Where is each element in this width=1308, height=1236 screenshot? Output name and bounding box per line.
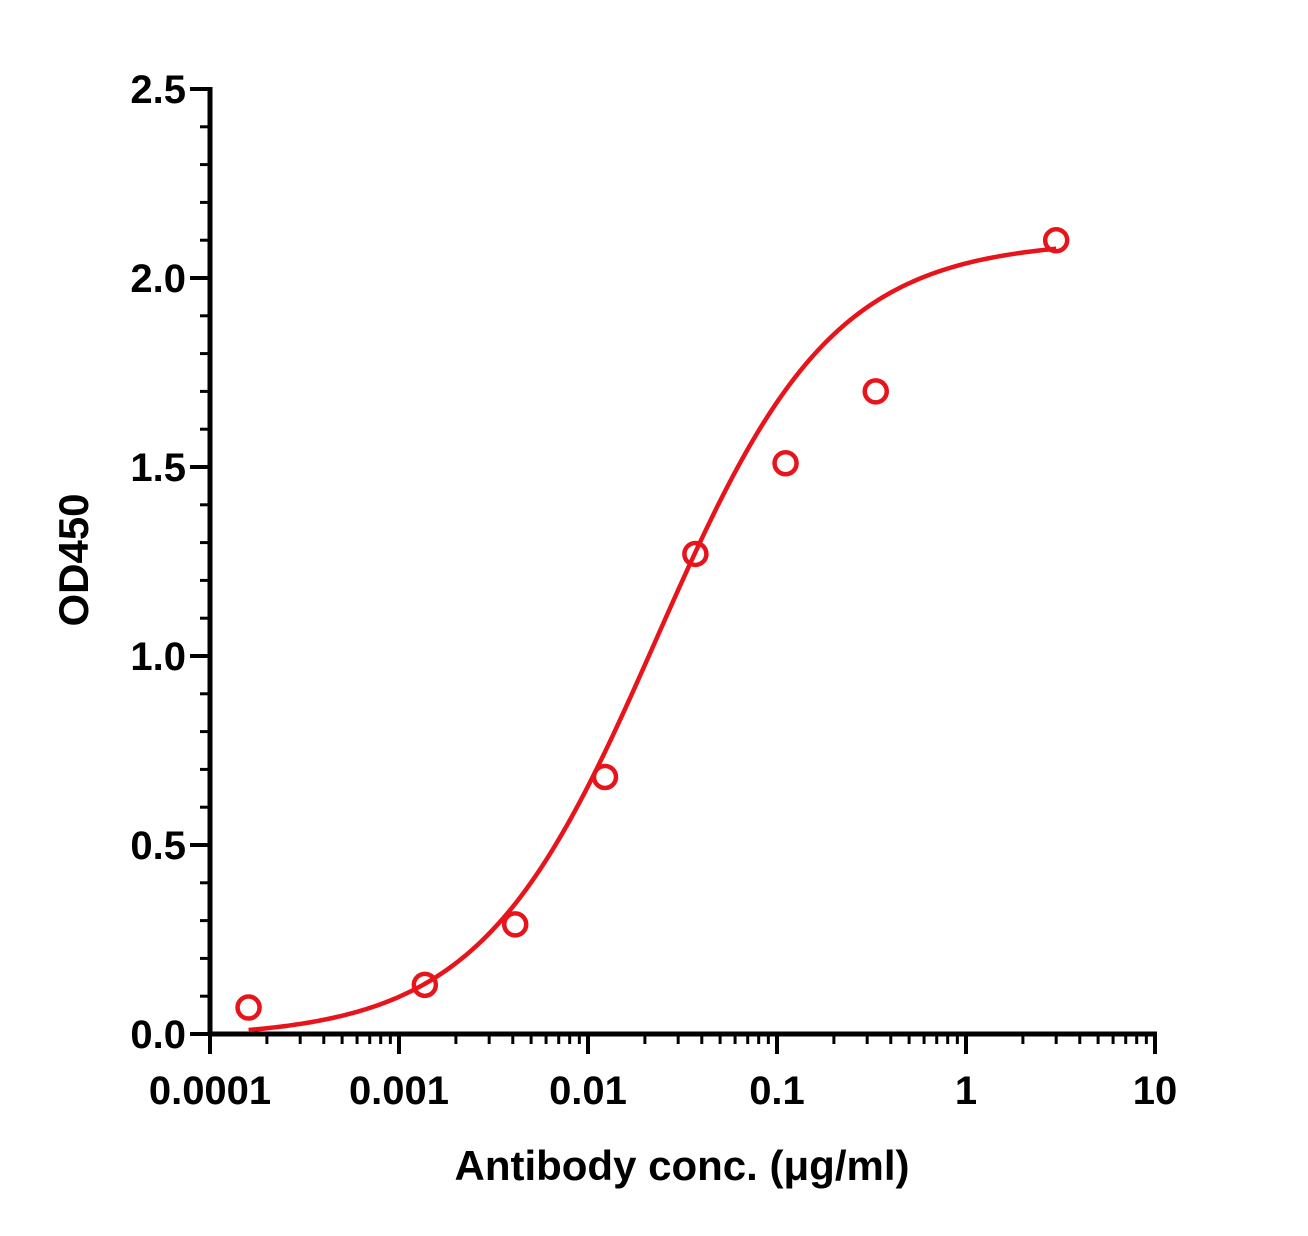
y-axis: 0.0 0.5 1.0 1.5 2.0 2.5	[130, 68, 213, 1057]
x-axis: 0.0001 0.001 0.01 0.1 1 10	[149, 1031, 1178, 1113]
x-tick-label: 10	[1133, 1069, 1178, 1113]
x-tick-label: 0.0001	[149, 1069, 271, 1113]
data-point	[411, 971, 439, 999]
x-tick-label: 0.001	[349, 1069, 449, 1113]
fit-curve	[248, 246, 1057, 1033]
x-tick-label: 0.1	[749, 1069, 805, 1113]
y-tick-label: 2.0	[130, 257, 186, 301]
plot-area	[235, 226, 1070, 1033]
data-point	[772, 449, 799, 477]
data-point	[501, 911, 529, 938]
y-axis-title: OD450	[50, 493, 97, 626]
data-point	[682, 540, 709, 568]
data-point	[591, 763, 619, 791]
x-tick-label: 1	[955, 1069, 977, 1113]
x-tick-label: 0.01	[549, 1069, 627, 1113]
data-point	[235, 994, 262, 1021]
y-tick-label: 0.5	[130, 824, 186, 868]
y-tick-label: 1.5	[130, 446, 186, 490]
y-tick-label: 1.0	[130, 635, 186, 679]
y-tick-label: 0.0	[130, 1013, 186, 1057]
data-point	[862, 378, 889, 405]
y-tick-label: 2.5	[130, 68, 186, 112]
data-point	[1042, 226, 1070, 254]
x-axis-title: Antibody conc. (μg/ml)	[454, 1142, 909, 1189]
